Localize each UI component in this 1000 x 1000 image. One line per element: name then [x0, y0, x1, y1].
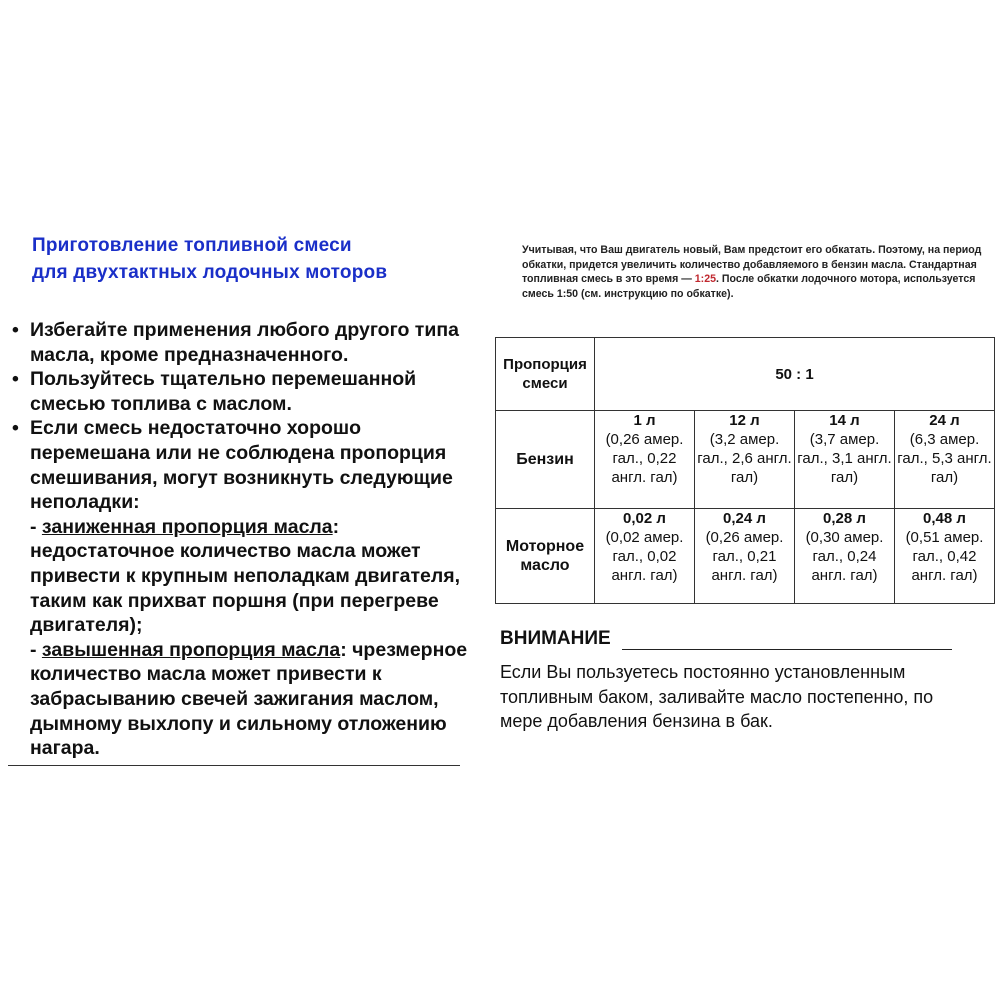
title-line: Приготовление топливной смеси — [32, 235, 352, 256]
volume-detail: (0,02 амер. гал., 0,02 англ. гал) — [605, 529, 684, 584]
table-cell: 14 л (3,7 амер. гал., 3,1 англ. гал) — [794, 410, 895, 509]
ratio-highlight: 1:25 — [694, 273, 716, 285]
volume: 0,48 л — [923, 510, 966, 527]
mix-table: Пропорция смеси 50 : 1 Бензин 1 л (0,26 аме… — [495, 337, 995, 604]
warning-title: ВНИМАНИЕ — [500, 628, 611, 649]
volume-detail: (3,2 амер. гал., 2,6 англ. гал) — [697, 431, 792, 486]
ratio-label: Пропорция смеси — [495, 337, 595, 411]
title-line: для двухтактных лодочных моторов — [32, 262, 388, 283]
volume: 24 л — [929, 412, 960, 429]
warnings-list: • Избегайте применения любого другого тип… — [8, 318, 468, 761]
row-label: Бензин — [495, 410, 595, 509]
table-cell: 0,28 л (0,30 амер. гал., 0,24 англ. гал) — [794, 508, 895, 604]
volume: 0,02 л — [623, 510, 666, 527]
row-label: Моторное масло — [495, 508, 595, 604]
table-cell: 12 л (3,2 амер. гал., 2,6 англ. гал) — [694, 410, 795, 509]
ratio-value: 50 : 1 — [594, 337, 995, 411]
table-cell: 0,02 л (0,02 амер. гал., 0,02 англ. гал) — [594, 508, 695, 604]
volume-detail: (3,7 амер. гал., 3,1 англ. гал) — [797, 431, 892, 486]
volume: 12 л — [729, 412, 760, 429]
low-oil-heading: заниженная пропорция масла — [41, 515, 333, 538]
table-cell: 1 л (0,26 амер. гал., 0,22 англ. гал) — [594, 410, 695, 509]
table-cell: 0,24 л (0,26 амер. гал., 0,21 англ. гал) — [694, 508, 795, 604]
volume-detail: (0,30 амер. гал., 0,24 англ. гал) — [805, 529, 884, 584]
volume-detail: (0,26 амер. гал., 0,21 англ. гал) — [705, 529, 784, 584]
volume-detail: (0,51 амер. гал., 0,42 англ. гал) — [905, 529, 984, 584]
volume: 0,24 л — [723, 510, 766, 527]
warning-underline — [622, 649, 952, 650]
divider — [8, 765, 460, 766]
list-item: • Избегайте применения любого другого тип… — [12, 319, 459, 366]
list-item: • Если смесь недостаточно хорошо перемеша… — [12, 417, 468, 760]
table-cell: 0,48 л (0,51 амер. гал., 0,42 англ. гал) — [894, 508, 995, 604]
break-in-note: Учитывая, что Ваш двигатель новый, Вам п… — [522, 244, 982, 300]
volume-detail: (0,26 амер. гал., 0,22 англ. гал) — [605, 431, 684, 486]
table-row: Моторное масло 0,02 л (0,02 амер. гал., 0,… — [495, 508, 995, 604]
list-item: • Пользуйтесь тщательно перемешанной смес… — [12, 368, 417, 415]
volume: 1 л — [633, 412, 656, 429]
volume-detail: (6,3 амер. гал., 5,3 англ. гал) — [897, 431, 992, 486]
high-oil-heading: завышенная пропорция масла — [41, 638, 341, 661]
warning-text: Если Вы пользуетесь постоянно установлен… — [500, 662, 934, 731]
table-row: Бензин 1 л (0,26 амер. гал., 0,22 англ. га… — [495, 410, 995, 509]
volume: 14 л — [829, 412, 860, 429]
page-title: Приготовление топливной смеси для двухта… — [32, 232, 387, 286]
volume: 0,28 л — [823, 510, 866, 527]
table-cell: 24 л (6,3 амер. гал., 5,3 англ. гал) — [894, 410, 995, 509]
